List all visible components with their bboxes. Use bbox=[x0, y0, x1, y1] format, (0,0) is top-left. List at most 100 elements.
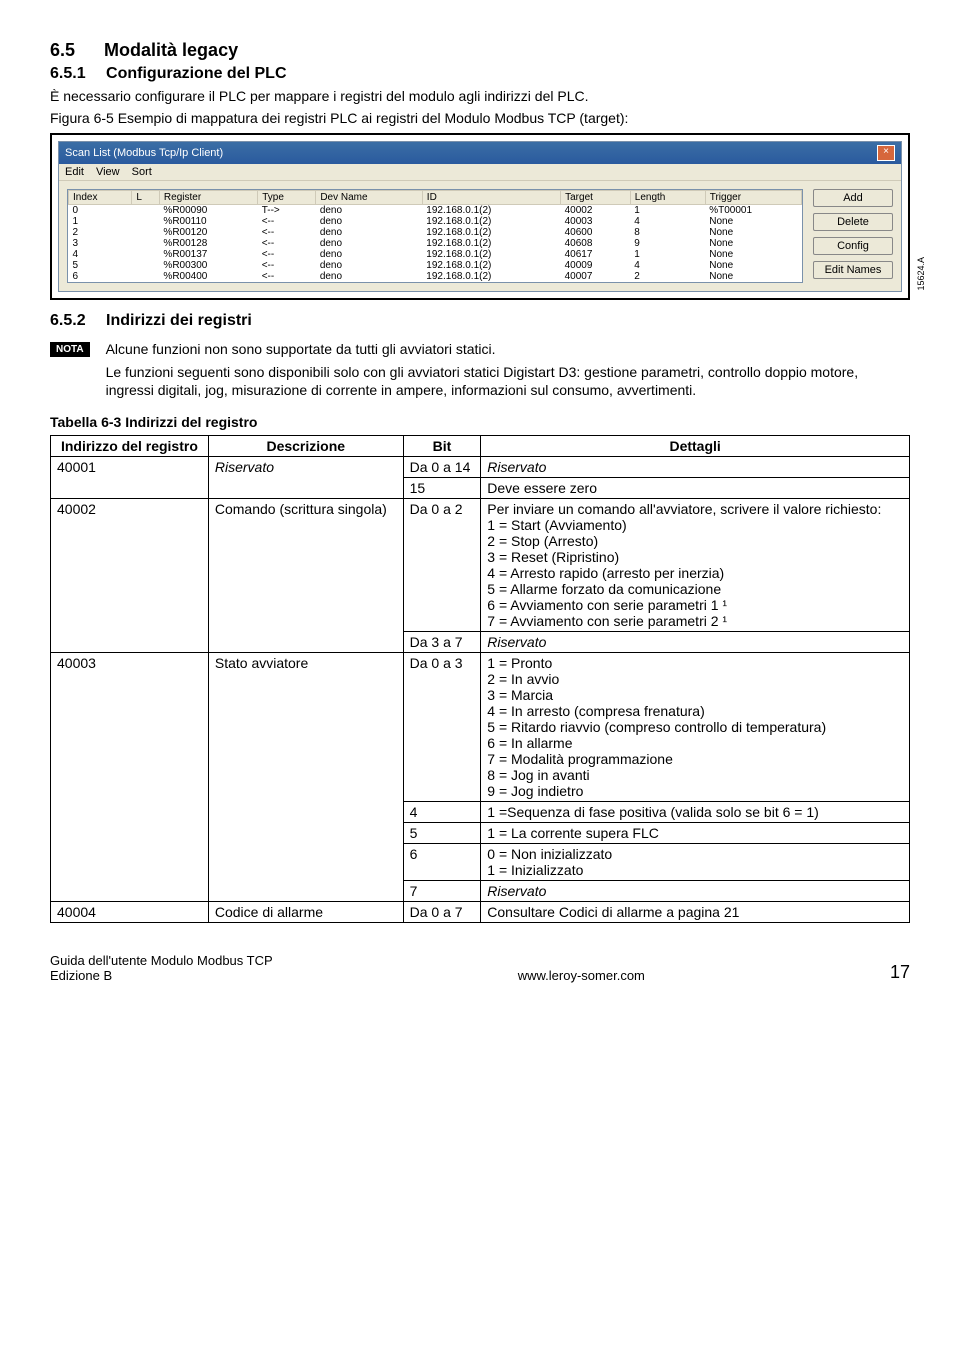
col-address: Indirizzo del registro bbox=[51, 436, 209, 457]
section-title: Indirizzi dei registri bbox=[106, 312, 252, 329]
figure-caption: Figura 6-5 Esempio di mappatura dei regi… bbox=[50, 109, 910, 127]
cell-details: 0 = Non inizializzato 1 = Inizializzato bbox=[481, 844, 910, 881]
list-header: Index bbox=[69, 191, 132, 205]
cell-desc: Riservato bbox=[208, 457, 403, 499]
delete-button[interactable]: Delete bbox=[813, 213, 893, 231]
cell-details: Riservato bbox=[481, 881, 910, 902]
list-header: Register bbox=[159, 191, 257, 205]
section-title: Configurazione del PLC bbox=[106, 65, 286, 82]
section-number: 6.5.1 bbox=[50, 65, 86, 82]
cell-bit: Da 0 a 2 bbox=[403, 499, 481, 632]
detail-line: 8 = Jog in avanti bbox=[487, 767, 903, 783]
detail-line: 7 = Avviamento con serie parametri 2 ¹ bbox=[487, 613, 903, 629]
menu-view[interactable]: View bbox=[96, 166, 120, 178]
detail-line: 4 = Arresto rapido (arresto per inerzia) bbox=[487, 565, 903, 581]
page-footer: Guida dell'utente Modulo Modbus TCP Ediz… bbox=[50, 953, 910, 983]
footer-url: www.leroy-somer.com bbox=[518, 968, 645, 983]
cell-bit: Da 0 a 3 bbox=[403, 653, 481, 802]
list-header: Type bbox=[258, 191, 316, 205]
note-text: Alcune funzioni non sono supportate da t… bbox=[106, 340, 910, 403]
section-number: 6.5 bbox=[50, 40, 75, 60]
list-row[interactable]: 3%R00128<--deno192.168.0.1(2)406089None bbox=[69, 238, 802, 249]
detail-line: 3 = Marcia bbox=[487, 687, 903, 703]
list-header: Length bbox=[630, 191, 705, 205]
table-caption: Tabella 6-3 Indirizzi del registro bbox=[50, 413, 910, 431]
note-block: NOTA Alcune funzioni non sono supportate… bbox=[50, 340, 910, 403]
detail-line: 6 = In allarme bbox=[487, 735, 903, 751]
list-row[interactable]: 6%R00400<--deno192.168.0.1(2)400072None bbox=[69, 271, 802, 282]
screenshot-frame: Scan List (Modbus Tcp/Ip Client) × Edit … bbox=[50, 133, 910, 300]
window-title: Scan List (Modbus Tcp/Ip Client) bbox=[65, 147, 223, 159]
table-row: 40004 Codice di allarme Da 0 a 7 Consult… bbox=[51, 902, 910, 923]
cell-details: Deve essere zero bbox=[481, 478, 910, 499]
table-row: 40002 Comando (scrittura singola) Da 0 a… bbox=[51, 499, 910, 632]
footer-left: Guida dell'utente Modulo Modbus TCP Ediz… bbox=[50, 953, 273, 983]
cell-desc: Comando (scrittura singola) bbox=[208, 499, 403, 653]
cell-desc: Stato avviatore bbox=[208, 653, 403, 902]
section-heading-652: 6.5.2 Indirizzi dei registri bbox=[50, 312, 910, 330]
cell-details: Consultare Codici di allarme a pagina 21 bbox=[481, 902, 910, 923]
cell-bit: 15 bbox=[403, 478, 481, 499]
detail-line: 9 = Jog indietro bbox=[487, 783, 903, 799]
cell-bit: 7 bbox=[403, 881, 481, 902]
list-row[interactable]: 0%R00090T-->deno192.168.0.1(2)400021%T00… bbox=[69, 205, 802, 217]
note-line: Alcune funzioni non sono supportate da t… bbox=[106, 340, 910, 358]
cell-bit: Da 0 a 14 bbox=[403, 457, 481, 478]
note-line: Le funzioni seguenti sono disponibili so… bbox=[106, 363, 910, 399]
menu-sort[interactable]: Sort bbox=[132, 166, 152, 178]
add-button[interactable]: Add bbox=[813, 189, 893, 207]
col-details: Dettagli bbox=[481, 436, 910, 457]
section-heading-65: 6.5 Modalità legacy bbox=[50, 40, 910, 61]
scan-list-window: Scan List (Modbus Tcp/Ip Client) × Edit … bbox=[58, 141, 902, 292]
cell-bit: 4 bbox=[403, 802, 481, 823]
cell-bit: Da 3 a 7 bbox=[403, 632, 481, 653]
config-button[interactable]: Config bbox=[813, 237, 893, 255]
window-body: IndexLRegisterTypeDev NameIDTargetLength… bbox=[59, 181, 901, 291]
table-row: 40001 Riservato Da 0 a 14 Riservato bbox=[51, 457, 910, 478]
list-row[interactable]: 1%R00110<--deno192.168.0.1(2)400034None bbox=[69, 216, 802, 227]
footer-title: Guida dell'utente Modulo Modbus TCP bbox=[50, 953, 273, 968]
list-row[interactable]: 2%R00120<--deno192.168.0.1(2)406008None bbox=[69, 227, 802, 238]
edit-names-button[interactable]: Edit Names bbox=[813, 261, 893, 279]
section-heading-651: 6.5.1 Configurazione del PLC bbox=[50, 65, 910, 83]
detail-line: 1 = Start (Avviamento) bbox=[487, 517, 903, 533]
cell-bit: 6 bbox=[403, 844, 481, 881]
window-titlebar: Scan List (Modbus Tcp/Ip Client) × bbox=[59, 142, 901, 164]
detail-line: 2 = Stop (Arresto) bbox=[487, 533, 903, 549]
cell-details: Riservato bbox=[481, 632, 910, 653]
detail-line: Per inviare un comando all'avviatore, sc… bbox=[487, 501, 903, 517]
detail-line: 4 = In arresto (compresa frenatura) bbox=[487, 703, 903, 719]
cell-details: Riservato bbox=[481, 457, 910, 478]
close-icon[interactable]: × bbox=[877, 145, 895, 161]
menu-edit[interactable]: Edit bbox=[65, 166, 84, 178]
cell-desc: Codice di allarme bbox=[208, 902, 403, 923]
list-header: ID bbox=[422, 191, 560, 205]
window-buttons: Add Delete Config Edit Names bbox=[813, 189, 893, 283]
cell-addr: 40003 bbox=[51, 653, 209, 902]
cell-addr: 40004 bbox=[51, 902, 209, 923]
detail-line: 2 = In avvio bbox=[487, 671, 903, 687]
list-row[interactable]: 5%R00300<--deno192.168.0.1(2)400094None bbox=[69, 260, 802, 271]
detail-line: 1 = Pronto bbox=[487, 655, 903, 671]
intro-paragraph: È necessario configurare il PLC per mapp… bbox=[50, 87, 910, 105]
note-badge: NOTA bbox=[50, 342, 90, 357]
cell-details: 1 = La corrente supera FLC bbox=[481, 823, 910, 844]
cell-details: 1 = Pronto2 = In avvio3 = Marcia4 = In a… bbox=[481, 653, 910, 802]
cell-bit: Da 0 a 7 bbox=[403, 902, 481, 923]
cell-details: 1 =Sequenza di fase positiva (valida sol… bbox=[481, 802, 910, 823]
window-menu: Edit View Sort bbox=[59, 164, 901, 181]
footer-page-number: 17 bbox=[890, 962, 910, 983]
detail-line: 5 = Ritardo riavvio (compreso controllo … bbox=[487, 719, 903, 735]
detail-line: 6 = Avviamento con serie parametri 1 ¹ bbox=[487, 597, 903, 613]
cell-details: Per inviare un comando all'avviatore, sc… bbox=[481, 499, 910, 632]
list-header: Trigger bbox=[705, 191, 801, 205]
detail-line: 3 = Reset (Ripristino) bbox=[487, 549, 903, 565]
col-bit: Bit bbox=[403, 436, 481, 457]
scan-list-table: IndexLRegisterTypeDev NameIDTargetLength… bbox=[67, 189, 803, 283]
col-description: Descrizione bbox=[208, 436, 403, 457]
table-row: 40003 Stato avviatore Da 0 a 3 1 = Pront… bbox=[51, 653, 910, 802]
list-header: Target bbox=[561, 191, 631, 205]
list-row[interactable]: 4%R00137<--deno192.168.0.1(2)406171None bbox=[69, 249, 802, 260]
cell-addr: 40002 bbox=[51, 499, 209, 653]
detail-line: 5 = Allarme forzato da comunicazione bbox=[487, 581, 903, 597]
